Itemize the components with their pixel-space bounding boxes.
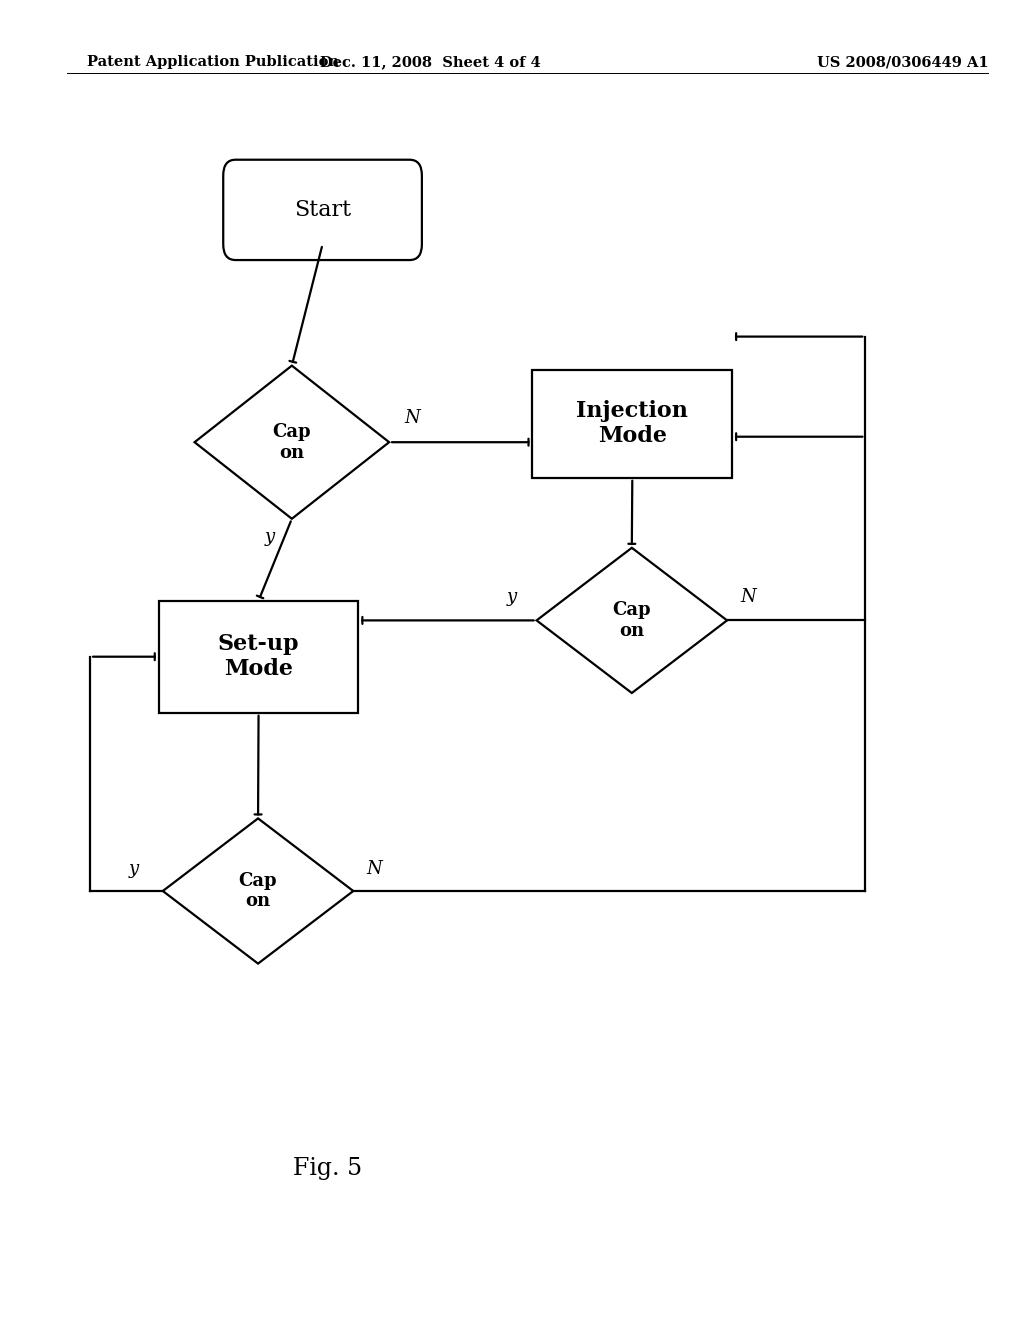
Text: N: N <box>404 409 420 428</box>
Text: Cap
on: Cap on <box>272 422 311 462</box>
Bar <box>159 601 358 713</box>
Text: y: y <box>507 587 517 606</box>
FancyBboxPatch shape <box>223 160 422 260</box>
Text: Injection
Mode: Injection Mode <box>577 400 688 447</box>
Bar <box>532 370 732 478</box>
Text: y: y <box>129 859 139 878</box>
Text: N: N <box>367 859 382 878</box>
Text: Fig. 5: Fig. 5 <box>293 1156 362 1180</box>
Text: Cap
on: Cap on <box>612 601 651 640</box>
Text: US 2008/0306449 A1: US 2008/0306449 A1 <box>816 55 988 70</box>
Text: Set-up
Mode: Set-up Mode <box>218 634 299 680</box>
Polygon shape <box>537 548 727 693</box>
Text: Start: Start <box>294 199 351 220</box>
Polygon shape <box>195 366 389 519</box>
Polygon shape <box>163 818 353 964</box>
Text: N: N <box>740 587 756 606</box>
Text: y: y <box>264 528 274 546</box>
Text: Cap
on: Cap on <box>239 871 278 911</box>
Text: Patent Application Publication: Patent Application Publication <box>87 55 339 70</box>
Text: Dec. 11, 2008  Sheet 4 of 4: Dec. 11, 2008 Sheet 4 of 4 <box>319 55 541 70</box>
